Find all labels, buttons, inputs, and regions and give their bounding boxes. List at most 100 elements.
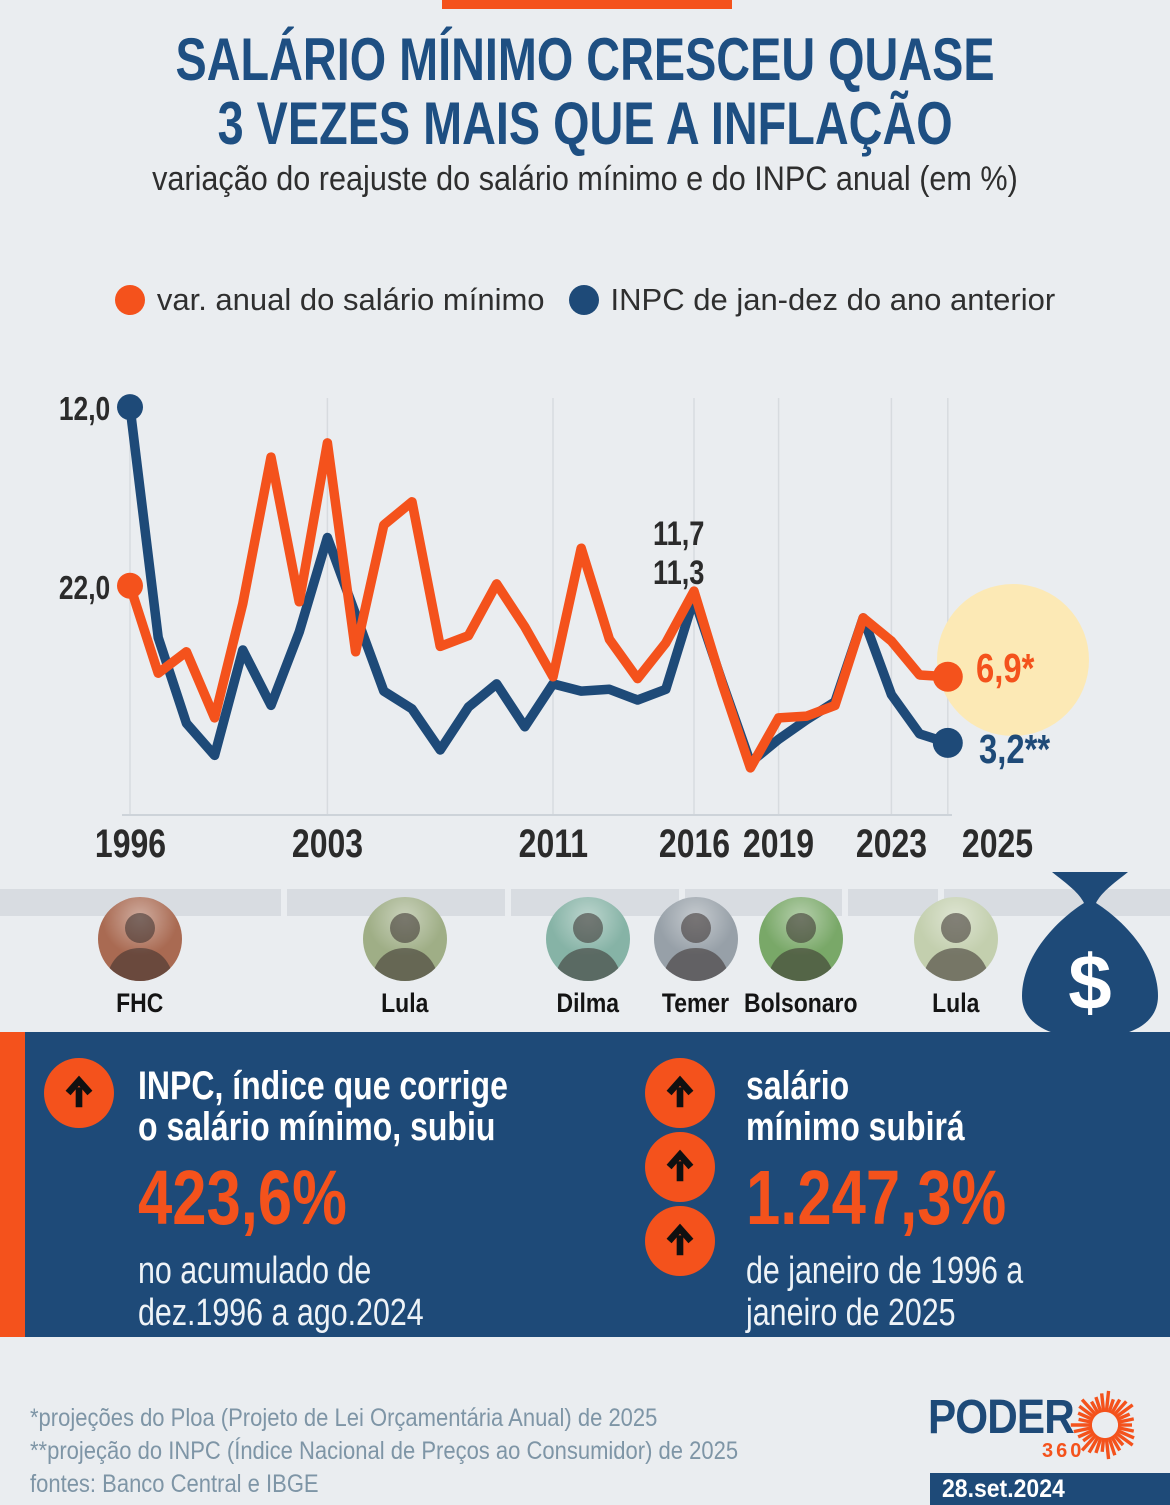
president-photo-lula-1 [363, 897, 447, 981]
sunburst-ray [1082, 1431, 1096, 1443]
president-photo-bolsonaro-4 [759, 897, 843, 981]
legend-label: INPC de jan-dez do ano anterior [610, 282, 1056, 317]
up-arrow-icon [645, 1132, 715, 1202]
sunburst-ray [1080, 1398, 1098, 1417]
sunburst-ray [1107, 1436, 1117, 1456]
chart-annotation: 22,0 [58, 568, 110, 606]
x-tick-label: 2019 [743, 822, 815, 866]
president-name: Temer [662, 988, 730, 1018]
x-tick-label: 2016 [658, 822, 730, 866]
sunburst-ray [1090, 1400, 1100, 1415]
inpc-intro-line-1: INPC, índice que corrige [138, 1064, 508, 1108]
person-silhouette-icon [767, 913, 835, 981]
person-silhouette-icon [554, 913, 622, 981]
band-gap [505, 889, 511, 916]
footnote-2: **projeção do INPC (Índice Nacional de P… [30, 1437, 739, 1465]
sunburst-ray [1078, 1404, 1096, 1419]
sunburst-ray [1116, 1412, 1131, 1422]
chart-annotation: 3,2** [978, 726, 1050, 773]
x-tick-label: 2023 [855, 822, 927, 866]
person-silhouette-icon [106, 913, 174, 981]
person-silhouette-icon [662, 913, 730, 981]
inpc-big-number: 423,6% [138, 1155, 347, 1241]
person-silhouette-icon [922, 913, 990, 981]
up-arrow-icon [645, 1058, 715, 1128]
series-marker [932, 727, 963, 758]
sunburst-ray [1099, 1393, 1106, 1413]
money-bag-tuft [1052, 872, 1128, 903]
up-arrow-icon [645, 1206, 715, 1276]
title-line-1: SALÁRIO MÍNIMO CRESCEU QUASE [175, 26, 995, 93]
summary-box-accent-edge [0, 1032, 25, 1337]
title-line-2: 3 VEZES MAIS QUE A INFLAÇÃO [217, 90, 953, 157]
president-name: FHC [116, 988, 164, 1018]
series-line-inpc [125, 402, 953, 768]
inpc-outro-line-1: no acumulado de [138, 1250, 372, 1292]
sunburst-ray [1117, 1417, 1135, 1424]
inpc-summary: INPC, índice que corrige o salário mínim… [138, 1064, 600, 1335]
president-name: Lula [381, 988, 429, 1018]
sunburst-ray [1112, 1433, 1125, 1447]
series-line-salario [125, 438, 953, 773]
money-bag-icon: $ [1022, 872, 1158, 1038]
sunburst-ray [1110, 1435, 1122, 1452]
date-badge: 28.set.2024 [930, 1473, 1170, 1505]
series-marker [117, 394, 143, 421]
wage-summary: salário mínimo subirá 1.247,3% de janeir… [746, 1066, 1093, 1335]
sunburst-ray [1094, 1436, 1103, 1454]
sunburst-ray [1104, 1390, 1111, 1413]
inpc-intro-line-2: o salário mínimo, subiu [138, 1105, 496, 1149]
dollar-sign: $ [1068, 938, 1111, 1026]
wage-outro-line-2: janeiro de 2025 [746, 1292, 956, 1334]
president-photo-lula-5 [914, 897, 998, 981]
sunburst-ray [1110, 1398, 1122, 1415]
legend-item-0: var. anual do salário mínimo [114, 282, 545, 318]
sunburst-ray [1104, 1437, 1111, 1460]
legend-label: var. anual do salário mínimo [156, 282, 545, 317]
top-accent-bar [442, 0, 732, 9]
president-photo-temer-3 [654, 897, 738, 981]
president-photo-dilma-2 [546, 897, 630, 981]
poder360-logo: PODER 360 [928, 1390, 1170, 1466]
summary-box: INPC, índice que corrige o salário mínim… [0, 1032, 1170, 1337]
wage-big-number: 1.247,3% [746, 1155, 1007, 1241]
sunburst-ray [1077, 1428, 1094, 1439]
brand-sub: 360 [1042, 1440, 1085, 1462]
x-tick-label: 2003 [291, 822, 363, 866]
chart-annotation: 11,3 [653, 554, 705, 593]
series-marker [117, 572, 143, 599]
sunburst-ray [1073, 1426, 1093, 1434]
sunburst-ray [1114, 1403, 1134, 1419]
sunburst-ray [1087, 1435, 1100, 1454]
sunburst-ray [1114, 1431, 1134, 1447]
inpc-outro-line-2: dez.1996 a ago.2024 [138, 1292, 424, 1334]
band-gap [842, 889, 848, 916]
highlight-circle [937, 584, 1089, 736]
sunburst-ray [1094, 1396, 1103, 1414]
band-gap [281, 889, 287, 916]
sunburst-ray [1100, 1437, 1106, 1453]
x-tick-label: 2011 [518, 822, 588, 866]
sunburst-ray [1112, 1400, 1128, 1417]
sunburst-ray [1117, 1426, 1135, 1433]
legend-item-1: INPC de jan-dez do ano anterior [568, 282, 1056, 318]
brand-name: PODER [928, 1391, 1075, 1444]
sunburst-ray [1078, 1417, 1093, 1424]
chart-legend: var. anual do salário mínimo INPC de jan-… [0, 282, 1170, 318]
legend-dot [114, 285, 145, 315]
up-arrow-icon [44, 1058, 114, 1128]
chart-annotation: 11,7 [653, 515, 705, 554]
sunburst-ray [1107, 1398, 1115, 1414]
sunburst-icon [1070, 1390, 1135, 1460]
footnote-1: *projeções do Ploa (Projeto de Lei Orçam… [30, 1404, 658, 1432]
sunburst-ray [1077, 1411, 1094, 1422]
sunburst-ray [1080, 1433, 1098, 1452]
chart-subtitle: variação do reajuste do salário mínimo e… [152, 160, 1018, 198]
chart-annotation: 6,9* [975, 645, 1035, 692]
x-tick-label: 1996 [94, 822, 166, 866]
person-silhouette-icon [371, 913, 439, 981]
legend-dot [568, 285, 599, 315]
wage-intro-line-2: mínimo subirá [746, 1105, 965, 1149]
footnote-3: fontes: Banco Central e IBGE [30, 1470, 319, 1498]
